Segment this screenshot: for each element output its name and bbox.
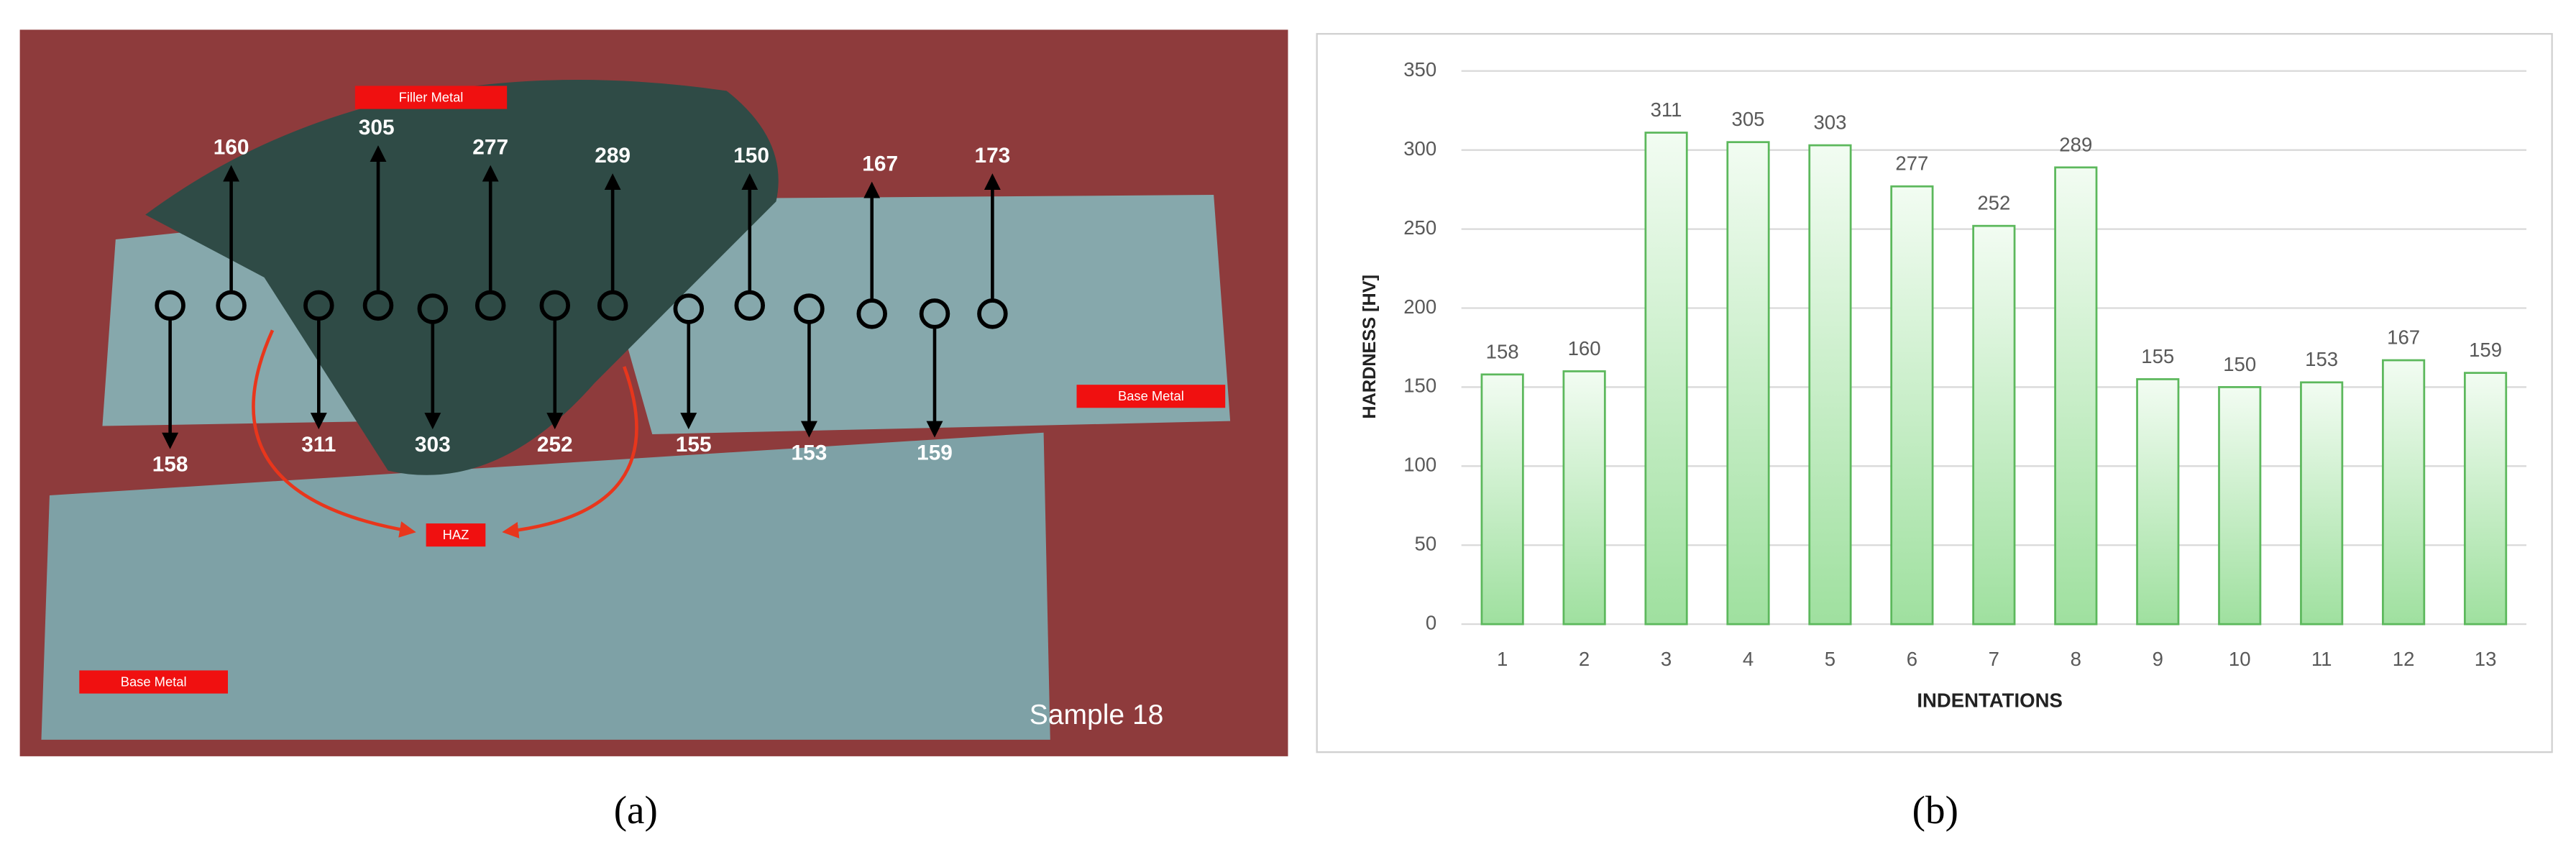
data-label: 277 — [1895, 152, 1928, 175]
indent-circle — [475, 290, 506, 321]
data-label: 159 — [2469, 339, 2502, 361]
label-box — [354, 86, 508, 109]
lower-plate — [41, 432, 1050, 740]
reading-label: 252 — [537, 433, 573, 457]
y-tick-label: 200 — [1403, 295, 1436, 318]
x-tick-label: 13 — [2475, 648, 2497, 670]
filler-label: Filler Metal — [399, 90, 464, 105]
base-label: Base Metal — [121, 674, 187, 689]
bar — [2382, 359, 2426, 625]
indent-circle — [155, 290, 185, 321]
x-tick-label: 1 — [1497, 648, 1508, 670]
y-tick-label: 0 — [1426, 611, 1436, 633]
y-tick-label: 50 — [1415, 533, 1437, 555]
reading-label: 311 — [301, 433, 336, 457]
x-tick-label: 3 — [1661, 648, 1672, 670]
reading-label: 305 — [359, 116, 395, 139]
bar — [1890, 185, 1934, 625]
reading-label: 155 — [676, 433, 712, 457]
reading-label: 159 — [917, 441, 953, 464]
base-label: Base Metal — [1118, 388, 1184, 403]
indent-circle — [856, 298, 887, 329]
data-label: 252 — [1977, 192, 2010, 214]
data-label: 150 — [2223, 353, 2256, 375]
data-label: 303 — [1813, 111, 1846, 134]
reading-label: 150 — [733, 144, 769, 168]
bar — [1972, 224, 2016, 625]
indent-circle — [539, 290, 570, 321]
x-tick-label: 5 — [1825, 648, 1835, 670]
label-box — [1076, 385, 1226, 408]
reading-label: 153 — [792, 441, 828, 464]
specimen-photo: Filler Metal Base Metal Base Metal HAZ S… — [19, 29, 1288, 756]
data-label: 311 — [1651, 98, 1682, 121]
bar — [1644, 132, 1688, 625]
label-box — [79, 670, 229, 694]
right-plate — [627, 195, 1231, 435]
data-label: 158 — [1486, 340, 1519, 362]
bar — [1480, 373, 1524, 625]
x-axis-label: INDENTATIONS — [1917, 689, 2063, 711]
bar — [2054, 166, 2098, 625]
haz-arrow — [502, 366, 638, 539]
x-tick-label: 10 — [2229, 648, 2251, 670]
bar — [2218, 386, 2262, 625]
data-label: 289 — [2059, 133, 2092, 155]
reading-label: 289 — [595, 144, 631, 168]
data-label: 153 — [2305, 348, 2338, 370]
haz-arrow — [252, 329, 416, 538]
indent-circle — [673, 293, 705, 324]
haz-label: HAZ — [443, 527, 469, 542]
y-axis-label: HARDNESS [HV] — [1360, 275, 1380, 419]
y-tick-label: 350 — [1403, 58, 1436, 81]
bar — [2463, 372, 2508, 625]
x-tick-label: 7 — [1989, 648, 1999, 670]
reading-label: 303 — [415, 433, 451, 457]
reading-label: 167 — [862, 152, 898, 176]
bar — [2300, 381, 2344, 625]
data-label: 160 — [1568, 337, 1601, 359]
data-label: 305 — [1732, 108, 1765, 130]
data-label: 167 — [2387, 326, 2420, 348]
reading-label: 277 — [472, 136, 508, 160]
reading-label: 158 — [152, 453, 188, 477]
y-tick-label: 100 — [1403, 454, 1436, 476]
bar — [1562, 370, 1606, 625]
x-tick-label: 4 — [1743, 648, 1754, 670]
x-tick-label: 9 — [2153, 648, 2163, 670]
indent-circle — [303, 290, 334, 321]
x-tick-label: 2 — [1579, 648, 1590, 670]
indent-circle — [362, 290, 394, 321]
caption: (a) — [614, 788, 658, 832]
y-tick-label: 250 — [1403, 216, 1436, 239]
caption: (b) — [1912, 788, 1958, 832]
reading-label: 173 — [974, 144, 1010, 168]
x-tick-label: 12 — [2393, 648, 2415, 670]
x-tick-label: 6 — [1907, 648, 1917, 670]
bar — [2136, 378, 2180, 625]
indent-circle — [794, 293, 825, 324]
indent-circle — [417, 293, 449, 324]
indent-circle — [597, 290, 628, 321]
left-plate — [102, 223, 388, 426]
sample-label: Sample 18 — [1030, 700, 1164, 730]
indent-circle — [216, 290, 247, 321]
indent-circle — [919, 298, 950, 329]
indent-circle — [734, 290, 766, 321]
x-tick-label: 8 — [2071, 648, 2081, 670]
reading-label: 160 — [214, 136, 249, 160]
x-tick-label: 11 — [2311, 648, 2332, 670]
bar — [1726, 141, 1770, 625]
label-box — [426, 523, 486, 547]
y-tick-label: 300 — [1403, 137, 1436, 160]
data-label: 155 — [2141, 345, 2174, 367]
indent-circle — [977, 298, 1008, 329]
y-tick-label: 150 — [1403, 375, 1436, 397]
bar — [1808, 144, 1852, 625]
